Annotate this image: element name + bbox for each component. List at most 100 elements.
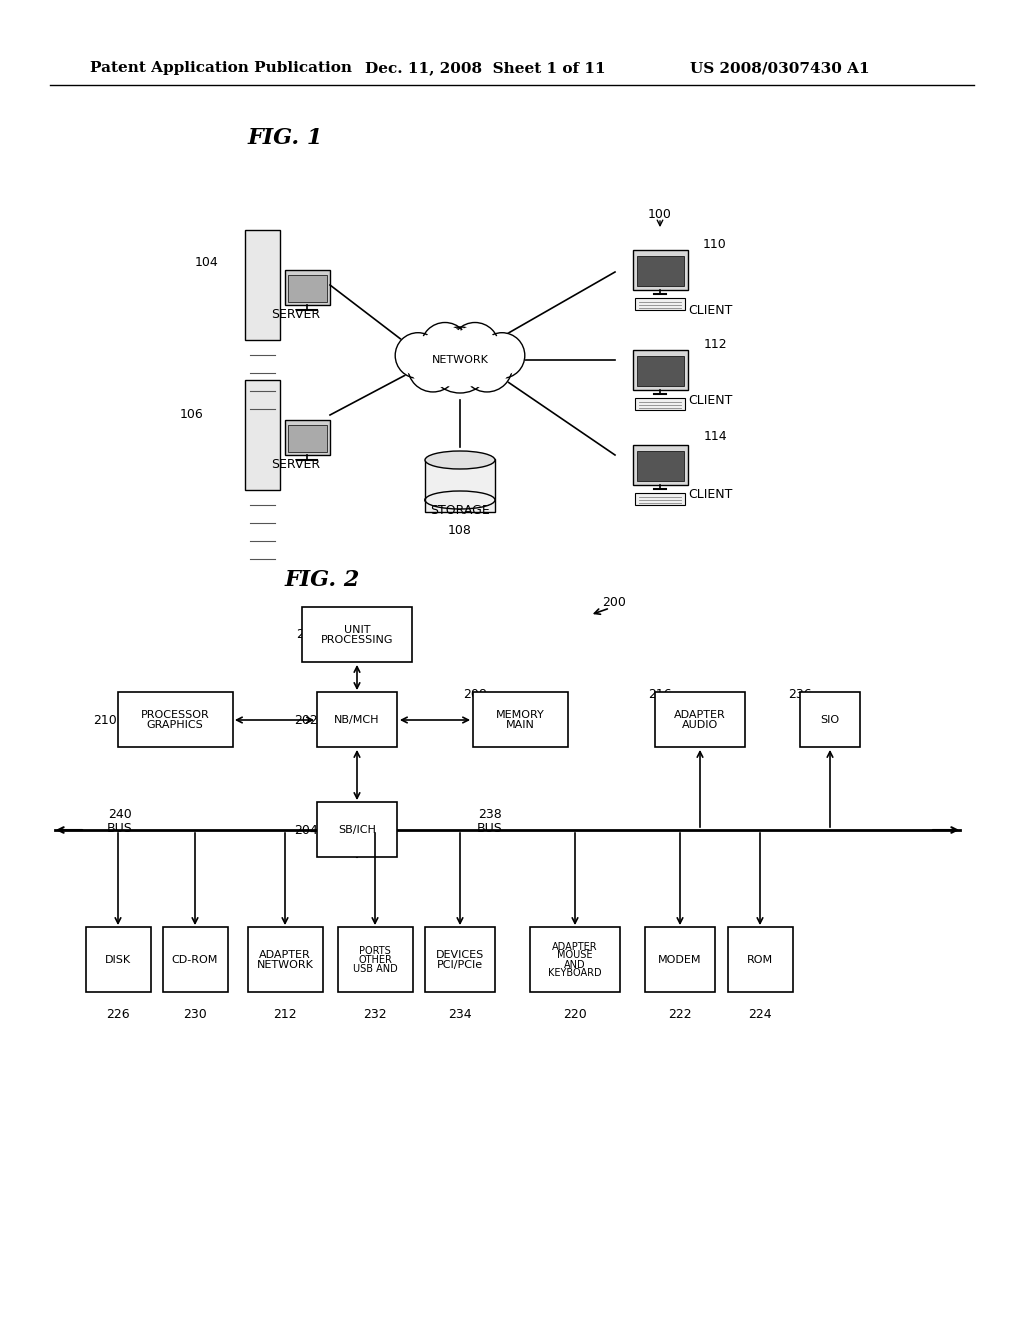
Circle shape: [395, 333, 440, 379]
Text: 234: 234: [449, 1008, 472, 1022]
Text: Patent Application Publication: Patent Application Publication: [90, 61, 352, 75]
Text: CLIENT: CLIENT: [688, 393, 732, 407]
FancyBboxPatch shape: [800, 692, 860, 747]
Text: ADAPTER: ADAPTER: [674, 710, 726, 719]
FancyBboxPatch shape: [86, 927, 151, 993]
Text: ADAPTER: ADAPTER: [552, 941, 598, 952]
Circle shape: [427, 327, 493, 393]
FancyBboxPatch shape: [635, 298, 685, 310]
Text: MEMORY: MEMORY: [496, 710, 545, 719]
Text: STORAGE: STORAGE: [430, 503, 489, 516]
Text: PROCESSOR: PROCESSOR: [140, 710, 209, 719]
FancyBboxPatch shape: [473, 692, 568, 747]
Text: KEYBOARD: KEYBOARD: [548, 969, 602, 978]
Text: FIG. 2: FIG. 2: [285, 569, 360, 591]
Text: 238: 238: [478, 808, 502, 821]
Text: MOUSE: MOUSE: [557, 950, 593, 961]
Text: NETWORK: NETWORK: [257, 960, 313, 970]
FancyBboxPatch shape: [163, 927, 228, 993]
Text: USB AND: USB AND: [352, 964, 397, 974]
FancyBboxPatch shape: [302, 607, 412, 663]
Circle shape: [421, 322, 469, 371]
Text: AUDIO: AUDIO: [682, 719, 718, 730]
FancyBboxPatch shape: [633, 350, 688, 389]
Circle shape: [466, 346, 509, 388]
Text: 202: 202: [294, 714, 318, 726]
Text: 206: 206: [296, 628, 319, 642]
FancyBboxPatch shape: [633, 249, 688, 290]
Text: OTHER: OTHER: [358, 954, 392, 965]
Circle shape: [451, 322, 499, 371]
Text: SIO: SIO: [820, 715, 840, 725]
Text: FIG. 1: FIG. 1: [248, 127, 324, 149]
Text: BUS: BUS: [477, 821, 503, 834]
Text: 222: 222: [669, 1008, 692, 1022]
Text: 100: 100: [648, 209, 672, 222]
FancyBboxPatch shape: [288, 425, 327, 451]
FancyBboxPatch shape: [288, 275, 327, 302]
FancyBboxPatch shape: [317, 803, 397, 857]
FancyBboxPatch shape: [245, 230, 280, 341]
FancyBboxPatch shape: [425, 927, 495, 993]
FancyBboxPatch shape: [338, 927, 413, 993]
Text: 106: 106: [180, 408, 204, 421]
Text: 204: 204: [294, 824, 318, 837]
Text: US 2008/0307430 A1: US 2008/0307430 A1: [690, 61, 869, 75]
Circle shape: [398, 337, 437, 375]
Text: 236: 236: [788, 689, 812, 701]
FancyBboxPatch shape: [633, 445, 688, 484]
Circle shape: [479, 333, 524, 379]
Text: 114: 114: [703, 430, 727, 444]
FancyBboxPatch shape: [645, 927, 715, 993]
Text: AND: AND: [564, 960, 586, 969]
Text: 212: 212: [273, 1008, 297, 1022]
FancyBboxPatch shape: [637, 256, 684, 286]
Text: 226: 226: [106, 1008, 130, 1022]
Text: 208: 208: [463, 689, 487, 701]
FancyBboxPatch shape: [655, 692, 745, 747]
Text: PCI/PCIe: PCI/PCIe: [437, 960, 483, 970]
Text: NB/MCH: NB/MCH: [334, 715, 380, 725]
FancyBboxPatch shape: [285, 420, 330, 455]
FancyBboxPatch shape: [248, 927, 323, 993]
Text: 210: 210: [93, 714, 117, 726]
Text: 240: 240: [109, 808, 132, 821]
Text: CLIENT: CLIENT: [688, 304, 732, 317]
Text: NETWORK: NETWORK: [431, 355, 488, 366]
Text: 216: 216: [648, 689, 672, 701]
Text: 232: 232: [364, 1008, 387, 1022]
Text: ROM: ROM: [746, 954, 773, 965]
FancyBboxPatch shape: [245, 380, 280, 490]
Text: ADAPTER: ADAPTER: [259, 950, 311, 960]
FancyBboxPatch shape: [530, 927, 620, 993]
FancyBboxPatch shape: [728, 927, 793, 993]
Text: SB/ICH: SB/ICH: [338, 825, 376, 836]
Text: 230: 230: [183, 1008, 207, 1022]
FancyBboxPatch shape: [118, 692, 233, 747]
Circle shape: [412, 346, 455, 388]
Text: 112: 112: [703, 338, 727, 351]
Text: 108: 108: [449, 524, 472, 536]
FancyBboxPatch shape: [635, 492, 685, 506]
Text: DISK: DISK: [104, 954, 131, 965]
Text: 200: 200: [602, 597, 626, 610]
Text: BUS: BUS: [108, 821, 133, 834]
FancyBboxPatch shape: [637, 356, 684, 385]
Text: PROCESSING: PROCESSING: [321, 635, 393, 645]
FancyBboxPatch shape: [317, 692, 397, 747]
Text: 220: 220: [563, 1008, 587, 1022]
Text: 102: 102: [449, 326, 472, 339]
Text: MAIN: MAIN: [506, 719, 535, 730]
Circle shape: [455, 326, 496, 367]
Circle shape: [432, 331, 488, 388]
FancyBboxPatch shape: [285, 271, 330, 305]
Circle shape: [482, 337, 521, 375]
Text: PORTS: PORTS: [359, 946, 391, 956]
Circle shape: [425, 326, 465, 367]
Text: 224: 224: [749, 1008, 772, 1022]
FancyBboxPatch shape: [635, 399, 685, 411]
Circle shape: [408, 342, 458, 392]
Circle shape: [462, 342, 512, 392]
Text: SERVER: SERVER: [271, 309, 321, 322]
Text: 104: 104: [196, 256, 219, 268]
